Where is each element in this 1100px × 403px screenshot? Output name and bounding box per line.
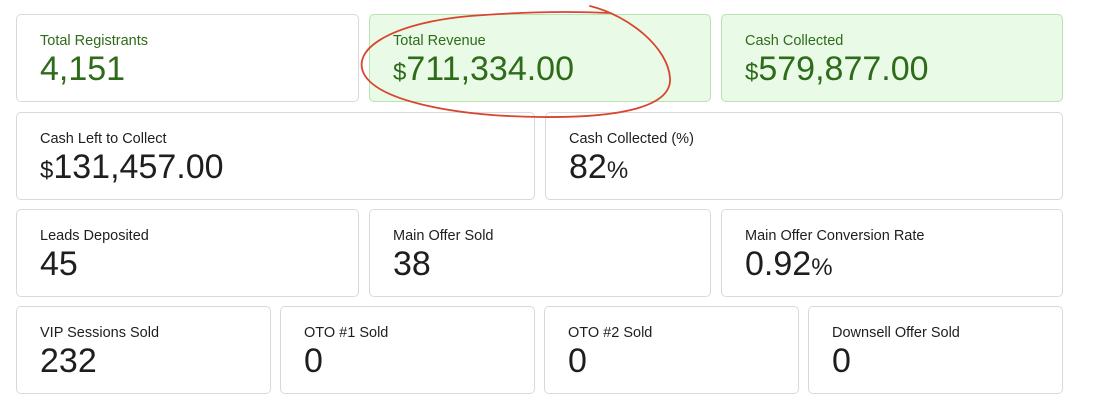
cash-collected-pct-card: Cash Collected (%) 82%: [545, 112, 1063, 200]
total-registrants-label: Total Registrants: [40, 33, 148, 49]
total-revenue-amount: 711,334.00: [406, 50, 575, 88]
oto1-sold-card: OTO #1 Sold 0: [280, 306, 535, 394]
main-offer-sold-card: Main Offer Sold 38: [369, 209, 711, 297]
cash-left-amount: 131,457.00: [53, 148, 224, 186]
downsell-sold-label: Downsell Offer Sold: [832, 325, 960, 341]
total-revenue-value: $711,334.00: [393, 51, 710, 91]
main-offer-sold-value: 38: [393, 245, 431, 283]
percent-unit: %: [606, 157, 629, 184]
cash-collected-pct-number: 82: [569, 148, 607, 186]
total-registrants-value: 4,151: [40, 50, 126, 88]
leads-deposited-value: 45: [40, 245, 78, 283]
leads-deposited-card: Leads Deposited 45: [16, 209, 359, 297]
main-offer-sold-label: Main Offer Sold: [393, 228, 494, 244]
cash-left-value: $131,457.00: [40, 149, 534, 189]
main-offer-conversion-label: Main Offer Conversion Rate: [745, 228, 925, 244]
leads-deposited-label: Leads Deposited: [40, 228, 149, 244]
currency-symbol: $: [745, 59, 759, 86]
oto1-sold-value: 0: [304, 342, 323, 380]
cash-collected-amount: 579,877.00: [758, 50, 929, 88]
main-offer-conversion-card: Main Offer Conversion Rate 0.92%: [721, 209, 1063, 297]
oto2-sold-label: OTO #2 Sold: [568, 325, 653, 341]
main-offer-conversion-value: 0.92%: [745, 246, 1062, 286]
currency-symbol: $: [393, 59, 407, 86]
main-offer-conversion-number: 0.92: [745, 245, 812, 283]
cash-collected-value: $579,877.00: [745, 51, 1062, 91]
currency-symbol: $: [40, 157, 54, 184]
cash-left-card: Cash Left to Collect $131,457.00: [16, 112, 535, 200]
cash-collected-card: Cash Collected $579,877.00: [721, 14, 1063, 102]
vip-sessions-sold-label: VIP Sessions Sold: [40, 325, 160, 341]
cash-collected-pct-value: 82%: [569, 149, 1062, 189]
total-revenue-label: Total Revenue: [393, 33, 486, 49]
vip-sessions-sold-card: VIP Sessions Sold 232: [16, 306, 271, 394]
cash-collected-label: Cash Collected: [745, 33, 844, 49]
cash-left-label: Cash Left to Collect: [40, 131, 167, 147]
vip-sessions-sold-value: 232: [40, 342, 97, 380]
oto1-sold-label: OTO #1 Sold: [304, 325, 389, 341]
oto2-sold-value: 0: [568, 342, 587, 380]
downsell-sold-card: Downsell Offer Sold 0: [808, 306, 1063, 394]
cash-collected-pct-label: Cash Collected (%): [569, 131, 694, 147]
total-revenue-card: Total Revenue $711,334.00: [369, 14, 711, 102]
percent-unit: %: [811, 254, 833, 281]
oto2-sold-card: OTO #2 Sold 0: [544, 306, 799, 394]
total-registrants-card: Total Registrants 4,151: [16, 14, 359, 102]
downsell-sold-value: 0: [832, 342, 851, 380]
